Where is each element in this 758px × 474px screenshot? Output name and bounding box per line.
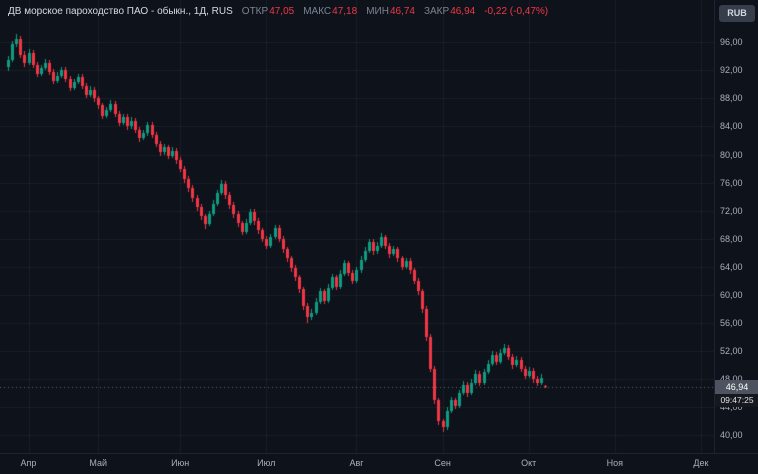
low-value: 46,74 — [389, 6, 415, 17]
close-readout: ЗАКР 46,94 — [424, 6, 475, 17]
price-tick-label: 88,00 — [720, 93, 743, 104]
price-tick-label: 60,00 — [720, 289, 743, 300]
price-tick-label: 84,00 — [720, 121, 743, 132]
price-tick-label: 52,00 — [720, 346, 743, 357]
price-tick-label: 40,00 — [720, 430, 743, 441]
change-value: -0,22 (-0,47%) — [484, 6, 549, 17]
month-tick-label: Окт — [521, 458, 537, 468]
month-tick-label: Июл — [257, 458, 276, 468]
candlestick-chart-canvas[interactable] — [0, 0, 714, 453]
close-label: ЗАКР — [423, 6, 450, 17]
high-label: МАКС — [303, 6, 332, 17]
time-axis[interactable]: Апр Май Июн Июл Авг Сен Окт Ноя Дек — [0, 453, 758, 474]
symbol-title[interactable]: ДВ морское пароходство ПАО - обыкн., 1Д,… — [8, 6, 233, 17]
price-tick-label: 96,00 — [720, 37, 743, 48]
price-tick-label: 44,00 — [720, 402, 743, 413]
price-tick-label: 76,00 — [720, 177, 743, 188]
price-tick-label: 80,00 — [720, 149, 743, 160]
last-price-badge: 46,94 09:47:25 — [715, 379, 758, 407]
chart-legend: ДВ морское пароходство ПАО - обыкн., 1Д,… — [8, 6, 548, 17]
open-readout: ОТКР 47,05 — [242, 6, 294, 17]
low-readout: МИН 46,74 — [366, 6, 415, 17]
month-tick-label: Сен — [434, 458, 451, 468]
currency-rub-button[interactable]: RUB — [719, 5, 755, 22]
price-tick-label: 92,00 — [720, 65, 743, 76]
price-tick-label: 48,00 — [720, 374, 743, 384]
close-value: 46,94 — [450, 6, 476, 17]
month-tick-label: Ноя — [606, 458, 623, 468]
low-label: МИН — [366, 6, 389, 17]
bar-countdown: 09:47:25 — [715, 393, 758, 407]
month-tick-label: Апр — [20, 458, 37, 468]
high-readout: МАКС 47,18 — [303, 6, 357, 17]
last-price-value: 46,94 — [715, 379, 758, 394]
price-tick-label: 72,00 — [720, 205, 743, 216]
price-axis[interactable]: RUB 46,94 09:47:25 96,00 92,00 88,00 84,00 8… — [714, 0, 758, 453]
high-value: 47,18 — [332, 6, 358, 17]
price-tick-label: 68,00 — [720, 233, 743, 244]
month-tick-label: Май — [89, 458, 108, 468]
price-tick-label: 56,00 — [720, 318, 743, 329]
open-label: ОТКР — [241, 6, 269, 17]
month-tick-label: Июн — [171, 458, 190, 468]
open-value: 47,05 — [269, 6, 295, 17]
month-tick-label: Дек — [693, 458, 709, 468]
month-tick-label: Авг — [349, 458, 364, 468]
price-tick-label: 64,00 — [720, 261, 743, 272]
